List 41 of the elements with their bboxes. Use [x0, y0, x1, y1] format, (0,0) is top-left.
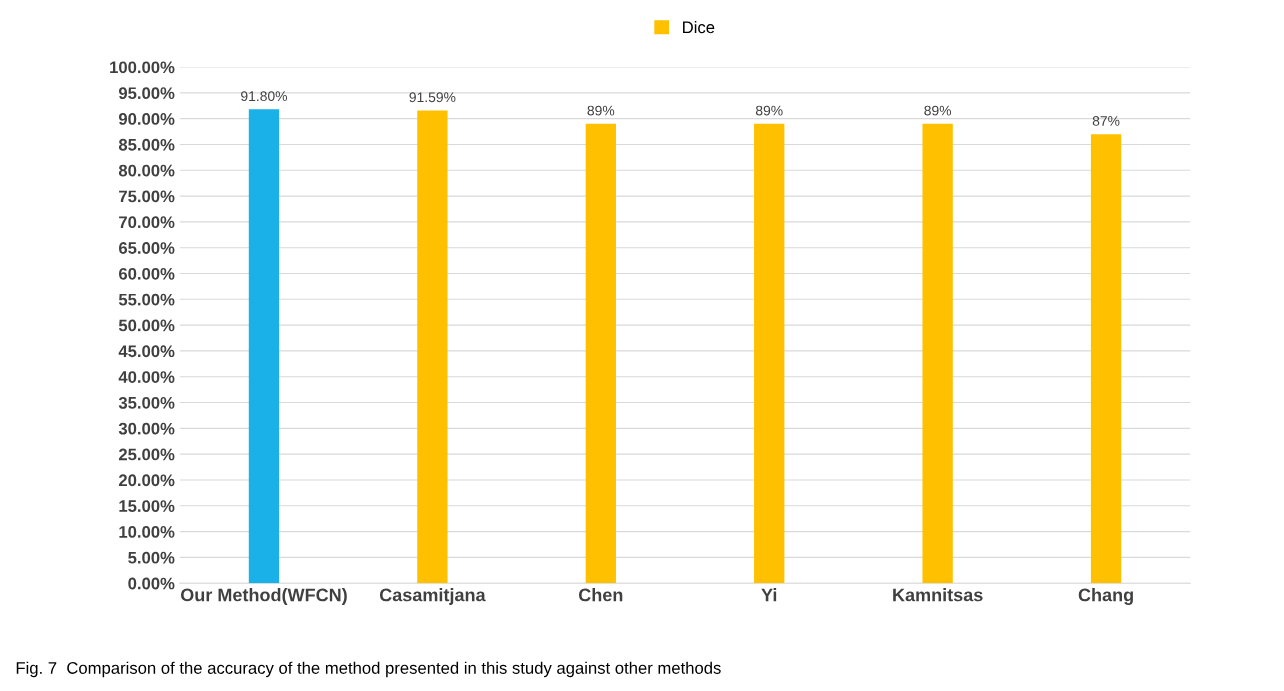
data-label: 91.80%: [241, 91, 288, 102]
y-tick-label: 0.00%: [128, 577, 175, 590]
data-label: 89%: [755, 105, 783, 116]
x-tick-label: Casamitjana: [379, 588, 486, 605]
y-tick-label: 65.00%: [118, 242, 175, 254]
data-label: 89%: [587, 105, 615, 116]
y-tick-label: 25.00%: [118, 448, 175, 461]
x-tick-label: Our Method(WFCN): [180, 588, 347, 605]
y-tick-label: 5.00%: [128, 551, 175, 564]
bar: [754, 123, 785, 584]
legend-label: Dice: [683, 21, 715, 34]
x-tick-label: Kamnitsas: [893, 588, 983, 602]
y-tick-label: 75.00%: [119, 190, 175, 203]
bar: [1090, 134, 1122, 584]
x-tick-label: Chang: [1078, 588, 1133, 605]
data-label: 91.59%: [409, 92, 456, 103]
y-tick-label: 20.00%: [118, 474, 175, 487]
y-tick-label: 60.00%: [118, 267, 175, 280]
y-tick-label: 40.00%: [118, 371, 175, 383]
y-tick-label: 70.00%: [119, 216, 175, 229]
x-tick-label: Chen: [578, 588, 623, 602]
data-label: 89%: [924, 105, 952, 116]
y-tick-label: 30.00%: [118, 422, 175, 435]
y-tick-label: 10.00%: [119, 525, 175, 538]
y-tick-label: 90.00%: [118, 113, 175, 125]
y-tick-label: 95.00%: [118, 87, 175, 100]
bar: [922, 123, 953, 584]
y-tick-label: 85.00%: [118, 138, 175, 151]
y-tick-label: 100.00%: [110, 61, 175, 74]
caption: Fig. 7 Comparison of the accuracy of the method presented in this study against other methods: [16, 661, 721, 678]
y-tick-label: 15.00%: [119, 500, 175, 512]
y-tick-label: 55.00%: [118, 293, 175, 306]
bar: [248, 109, 280, 584]
bar: [417, 110, 448, 584]
y-tick-label: 35.00%: [118, 396, 175, 409]
y-tick-label: 45.00%: [118, 345, 175, 358]
y-tick-label: 80.00%: [118, 164, 175, 177]
x-tick-label: Yi: [761, 588, 777, 602]
data-label: 87%: [1092, 115, 1120, 126]
y-tick-label: 50.00%: [118, 319, 175, 332]
bar: [585, 123, 616, 584]
